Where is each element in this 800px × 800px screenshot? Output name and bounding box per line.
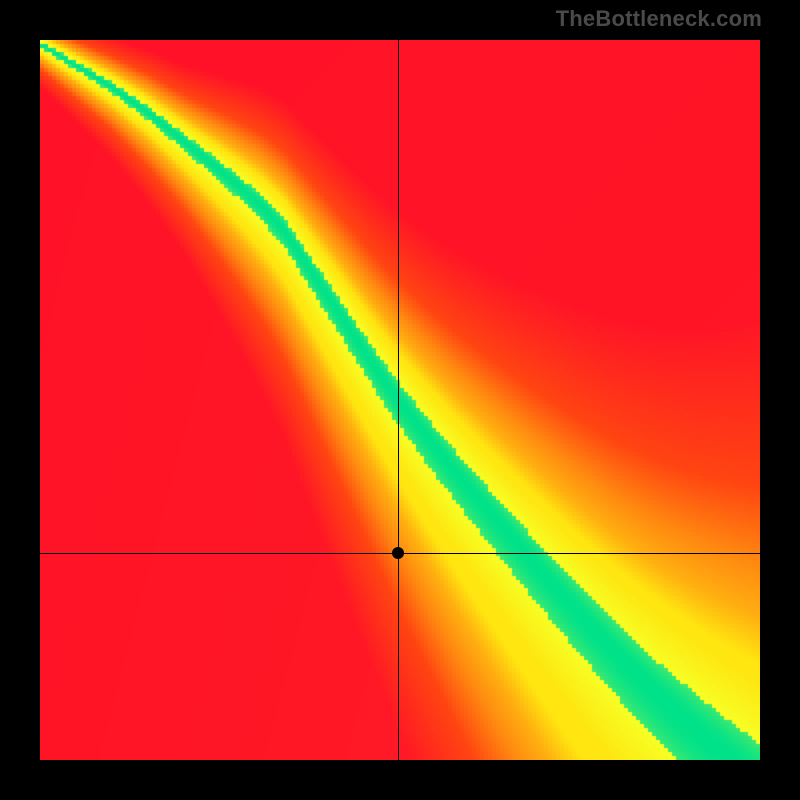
crosshair-vertical (398, 40, 399, 760)
plot-area (40, 40, 760, 760)
crosshair-marker (392, 547, 404, 559)
watermark-text: TheBottleneck.com (556, 6, 762, 32)
figure-frame: TheBottleneck.com (0, 0, 800, 800)
heatmap-canvas (40, 40, 760, 760)
